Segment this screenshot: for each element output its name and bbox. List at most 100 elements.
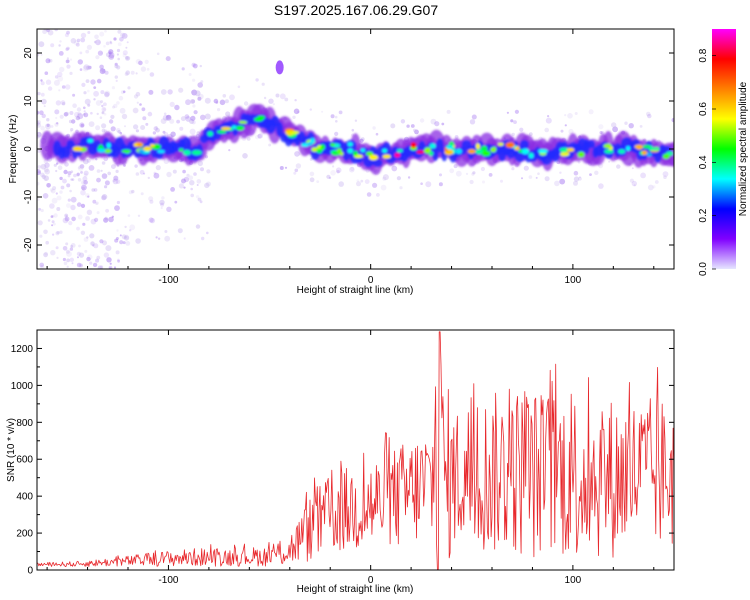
noise-speck [184, 114, 190, 119]
noise-speck [196, 131, 201, 135]
noise-speck [55, 169, 58, 173]
noise-speck [469, 179, 474, 185]
noise-speck [132, 107, 139, 114]
noise-speck [95, 100, 102, 106]
noise-speck [40, 208, 44, 213]
noise-speck [69, 58, 73, 61]
ridge-core-blob [181, 137, 192, 152]
noise-speck [115, 237, 119, 240]
noise-speck [37, 120, 41, 125]
noise-speck [183, 176, 190, 183]
noise-speck [121, 234, 127, 240]
noise-speck [488, 173, 493, 177]
noise-speck [101, 107, 107, 112]
noise-speck [57, 71, 63, 78]
noise-speck [406, 124, 410, 128]
ridge-hotspot [382, 148, 388, 153]
ridge-hotspot [133, 143, 138, 147]
noise-speck [535, 176, 538, 179]
noise-speck [471, 114, 477, 120]
noise-speck [111, 215, 115, 218]
noise-speck [166, 115, 171, 120]
noise-speck [124, 125, 126, 128]
noise-speck [99, 68, 102, 71]
noise-speck [90, 241, 95, 246]
ridge-hotspot [72, 146, 83, 152]
noise-speck [88, 165, 95, 171]
noise-speck [62, 178, 67, 184]
noise-speck [116, 229, 119, 232]
noise-speck [119, 240, 124, 245]
noise-speck [44, 251, 48, 256]
noise-speck [112, 179, 116, 183]
noise-speck [612, 126, 618, 133]
noise-speck [51, 224, 54, 227]
noise-speck [190, 115, 196, 121]
ridge-hotspot [491, 146, 497, 151]
noise-speck [272, 103, 275, 106]
ridge-hotspot [641, 150, 648, 156]
noise-speck [243, 101, 249, 106]
noise-speck [66, 64, 71, 69]
noise-speck [77, 113, 84, 120]
colorbar-tick-label: 0.0 [698, 262, 709, 276]
noise-speck [631, 180, 637, 187]
noise-speck [65, 214, 68, 218]
noise-speck [46, 118, 50, 122]
noise-speck [81, 180, 86, 186]
noise-speck [76, 172, 80, 176]
noise-speck [560, 129, 564, 133]
ridge-hotspot [424, 148, 431, 154]
noise-speck [83, 237, 89, 242]
noise-speck [298, 153, 301, 156]
noise-speck [148, 89, 154, 95]
noise-speck [128, 190, 133, 195]
noise-speck [43, 252, 48, 258]
noise-speck [38, 41, 45, 48]
noise-speck [44, 168, 50, 175]
noise-speck [109, 41, 113, 45]
noise-speck [119, 234, 122, 237]
noise-speck [43, 167, 49, 173]
noise-speck [284, 166, 288, 169]
noise-speck [81, 82, 86, 87]
noise-speck [48, 59, 51, 62]
noise-speck [122, 53, 127, 58]
noise-speck [239, 136, 243, 140]
noise-speck [117, 57, 120, 61]
ridge-hotspot [347, 142, 353, 147]
noise-speck [104, 30, 107, 33]
noise-speck [579, 176, 581, 179]
noise-speck [191, 120, 196, 125]
noise-speck [631, 167, 634, 170]
noise-speck [292, 115, 296, 120]
noise-speck [70, 204, 76, 211]
noise-speck [95, 201, 99, 205]
noise-speck [103, 156, 108, 162]
noise-speck [40, 125, 45, 131]
noise-speck [103, 102, 107, 107]
ridge-hotspot [97, 148, 106, 153]
ridge-hotspot [429, 143, 436, 149]
noise-speck [206, 169, 211, 174]
spectrogram-x-ticks: -100 0 100 [46, 29, 655, 286]
noise-speck [359, 138, 364, 143]
noise-speck [58, 44, 61, 47]
noise-speck [79, 122, 85, 128]
ridge-hotspot [467, 149, 476, 154]
noise-speck [79, 51, 83, 55]
ridge-hotspot [559, 152, 570, 157]
snr-frame [36, 329, 675, 571]
ridge-hotspot [106, 142, 111, 149]
noise-speck [390, 123, 396, 129]
noise-speck [124, 225, 127, 229]
noise-speck [139, 103, 142, 106]
noise-speck [96, 169, 101, 173]
noise-speck [222, 94, 227, 98]
noise-speck [279, 93, 286, 100]
noise-speck [588, 109, 594, 115]
noise-speck [80, 123, 85, 128]
noise-speck [545, 117, 552, 124]
noise-speck [188, 73, 192, 76]
